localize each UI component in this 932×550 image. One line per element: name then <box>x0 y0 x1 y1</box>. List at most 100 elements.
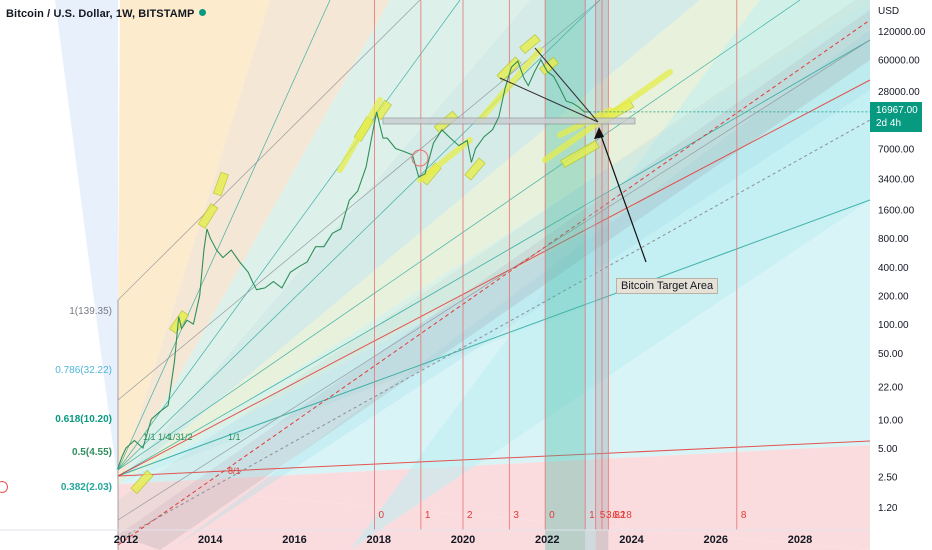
time-zone-label: 5 <box>600 510 606 521</box>
x-tick-label: 2018 <box>367 534 391 546</box>
y-tick-label: 2.50 <box>878 473 898 484</box>
y-tick-label: 22.00 <box>878 383 903 394</box>
alert-icon[interactable] <box>0 481 8 493</box>
target-arrow <box>598 129 647 263</box>
currency-label[interactable]: USD <box>878 6 900 17</box>
x-tick-label: 2016 <box>282 534 306 546</box>
highlight-box <box>168 310 190 334</box>
fan-label: 1/1 <box>143 432 156 442</box>
x-tick-label: 2014 <box>198 534 223 546</box>
fan-line <box>117 79 870 477</box>
y-tick-label: 120000.00 <box>878 27 926 38</box>
y-tick-label: 28000.00 <box>878 87 920 98</box>
fib-level-label: 0.382(2.03) <box>61 482 112 493</box>
y-tick-label: 200.00 <box>878 291 909 302</box>
x-tick-label: 2012 <box>114 534 138 546</box>
highlight-box <box>130 469 154 495</box>
price-line <box>117 58 590 470</box>
target-arrow-head <box>594 127 604 139</box>
time-zone-label: 1 <box>589 510 595 521</box>
fan-line <box>117 0 801 471</box>
trend-line <box>534 47 599 123</box>
price-series <box>117 58 870 470</box>
fan-wedge <box>118 445 870 550</box>
time-zone-label: 8 <box>741 510 747 521</box>
y-tick-label: 60000.00 <box>878 56 920 67</box>
y-tick-label: 1.20 <box>878 503 898 514</box>
x-tick-label: 2022 <box>535 534 559 546</box>
fan-line <box>117 0 461 471</box>
fan-label: 8/1 <box>228 466 241 476</box>
y-tick-label: 400.00 <box>878 263 909 274</box>
highlight-box <box>560 139 600 169</box>
time-zone-label: 0 <box>379 510 385 521</box>
fan-labels: 1/1 1/41/3 1/2 1/18/1 <box>143 432 241 476</box>
y-tick-label: 5.00 <box>878 444 898 455</box>
fan-wedge <box>55 0 118 484</box>
y-tick-label: 7000.00 <box>878 144 915 155</box>
time-zone-labels: 0 1 2 3 0 1 5 3.826.18 8 <box>379 510 747 521</box>
fan-label: 1/4 <box>158 432 171 442</box>
last-price: 16967.00 <box>876 105 918 116</box>
x-tick-label: 2026 <box>704 534 728 546</box>
time-zone-label: 6.18 <box>612 510 632 521</box>
bar-countdown: 2d 4h <box>876 118 902 129</box>
time-zone-band <box>585 0 596 550</box>
highlight-box <box>496 56 522 82</box>
x-tick-label: 2020 <box>451 534 475 546</box>
fan-line <box>117 199 870 477</box>
time-zone-label: 3.82 <box>606 510 626 521</box>
fan-line <box>117 39 870 521</box>
time-zone-label: 2 <box>467 510 473 521</box>
fibonacci-fan-layer <box>55 0 870 550</box>
highlight-segment <box>542 69 673 163</box>
fan-line <box>117 39 870 477</box>
fan-label: 1/1 <box>228 432 241 442</box>
arrows <box>411 47 647 263</box>
time-zone-band <box>545 0 586 550</box>
highlight-segment <box>417 137 473 183</box>
highlight-box <box>538 56 560 76</box>
highlight-box <box>197 203 219 229</box>
trend-line <box>499 77 599 123</box>
target-area-annotation[interactable]: Bitcoin Target Area <box>616 278 719 294</box>
fan-line <box>117 0 421 301</box>
last-price-tag: 16967.00 2d 4h <box>870 102 922 132</box>
fan-wedge <box>118 0 120 484</box>
highlight-segment <box>477 47 543 123</box>
x-axis[interactable]: 2012 2014 2016 2018 2020 2022 2024 2026 2028 <box>114 534 812 546</box>
fan-label: 1/3 <box>168 432 181 442</box>
fib-level-label: 0.786(32.22) <box>55 365 112 376</box>
y-axis[interactable]: 120000.00 60000.00 28000.00 7000.00 3400.00 1… <box>878 27 926 514</box>
fan-line <box>117 19 870 546</box>
market-status-icon <box>199 9 207 16</box>
target-zone-box <box>382 117 636 125</box>
fan-line <box>117 440 870 477</box>
fan-wedge <box>118 484 870 550</box>
fan-wedge <box>350 0 870 550</box>
fan-wedge <box>170 30 870 550</box>
channel-band <box>118 0 870 535</box>
time-zone-label: 3 <box>513 510 519 521</box>
fib-level-label: 0.5(4.55) <box>72 447 112 458</box>
highlight-box <box>519 33 541 55</box>
x-tick-label: 2024 <box>619 534 644 546</box>
time-zone-label: 0 <box>549 510 555 521</box>
fan-line <box>117 0 331 471</box>
y-tick-label: 1600.00 <box>878 206 915 217</box>
fib-level-labels: 1(139.35) 0.786(32.22) 0.618(10.20) 0.5(4.5… <box>55 306 112 493</box>
y-tick-label: 3400.00 <box>878 174 915 185</box>
marker-circle <box>411 149 429 167</box>
fib-level-label: 1(139.35) <box>69 306 112 317</box>
y-tick-label: 50.00 <box>878 349 903 360</box>
highlight-box <box>212 171 230 197</box>
time-zone-label: 1 <box>425 510 431 521</box>
y-tick-label: 100.00 <box>878 320 909 331</box>
y-tick-label: 10.00 <box>878 415 903 426</box>
highlight-box <box>464 157 486 181</box>
fib-level-label: 0.618(10.20) <box>55 414 112 425</box>
fan-line <box>117 0 601 471</box>
chart-title: Bitcoin / U.S. Dollar, 1W, BITSTAMP <box>6 8 207 20</box>
highlight-boxes <box>130 33 673 495</box>
